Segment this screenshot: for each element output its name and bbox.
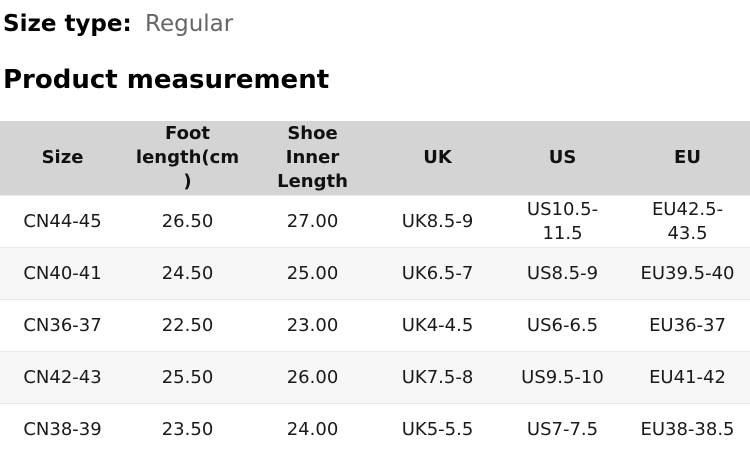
cell-eu: EU41-42: [649, 366, 726, 388]
measurement-table-header: Size Foot length(cm ) Shoe Inner Length …: [0, 121, 750, 196]
cell-shoe-inner-length: 25.00: [286, 262, 339, 284]
column-header-size: Size: [0, 121, 125, 196]
measurement-table: Size Foot length(cm ) Shoe Inner Length …: [0, 121, 750, 456]
cell-us: US7-7.5: [526, 418, 599, 440]
cell-size: CN40-41: [23, 262, 102, 284]
table-row: CN42-43 25.50 26.00 UK7.5-8 US9.5-10 EU4…: [0, 351, 750, 404]
cell-foot-length: 25.50: [161, 366, 214, 388]
cell-uk: UK4-4.5: [401, 314, 474, 336]
cell-foot-length: 22.50: [161, 314, 214, 336]
column-header-foot-length: Foot length(cm ): [125, 121, 250, 196]
cell-eu: EU36-37: [649, 314, 726, 336]
header-row: Size Foot length(cm ) Shoe Inner Length …: [0, 121, 750, 196]
cell-uk: UK7.5-8: [401, 366, 474, 388]
table-row: CN38-39 23.50 24.00 UK5-5.5 US7-7.5 EU38…: [0, 403, 750, 456]
cell-uk: UK5-5.5: [401, 418, 474, 440]
cell-foot-length: 23.50: [161, 418, 214, 440]
cell-foot-length: 26.50: [161, 210, 214, 232]
measurement-table-body: CN44-45 26.50 27.00 UK8.5-9 US10.5- 11.5…: [0, 195, 750, 456]
cell-uk: UK6.5-7: [401, 262, 474, 284]
cell-us: US8.5-9: [526, 262, 599, 284]
cell-size: CN38-39: [23, 418, 102, 440]
table-row: CN44-45 26.50 27.00 UK8.5-9 US10.5- 11.5…: [0, 195, 750, 248]
cell-us: US6-6.5: [526, 314, 599, 336]
cell-eu: EU42.5- 43.5: [651, 198, 724, 244]
cell-size: CN36-37: [23, 314, 102, 336]
cell-shoe-inner-length: 27.00: [286, 210, 339, 232]
cell-us: US10.5- 11.5: [526, 198, 599, 244]
cell-eu: EU38-38.5: [640, 418, 735, 440]
cell-shoe-inner-length: 23.00: [286, 314, 339, 336]
cell-uk: UK8.5-9: [401, 210, 474, 232]
size-type-value: Regular: [145, 11, 234, 37]
size-type-row: Size type: Regular: [3, 10, 750, 38]
cell-shoe-inner-length: 26.00: [286, 366, 339, 388]
table-row: CN36-37 22.50 23.00 UK4-4.5 US6-6.5 EU36…: [0, 299, 750, 352]
column-header-shoe-inner-length: Shoe Inner Length: [250, 121, 375, 196]
table-row: CN40-41 24.50 25.00 UK6.5-7 US8.5-9 EU39…: [0, 247, 750, 300]
cell-us: US9.5-10: [521, 366, 604, 388]
cell-size: CN42-43: [23, 366, 102, 388]
column-header-us: US: [500, 121, 625, 196]
cell-eu: EU39.5-40: [640, 262, 735, 284]
cell-size: CN44-45: [23, 210, 102, 232]
page-title: Product measurement: [3, 65, 330, 95]
cell-shoe-inner-length: 24.00: [286, 418, 339, 440]
column-header-eu: EU: [625, 121, 750, 196]
column-header-uk: UK: [375, 121, 500, 196]
cell-foot-length: 24.50: [161, 262, 214, 284]
size-type-label: Size type:: [3, 11, 132, 37]
